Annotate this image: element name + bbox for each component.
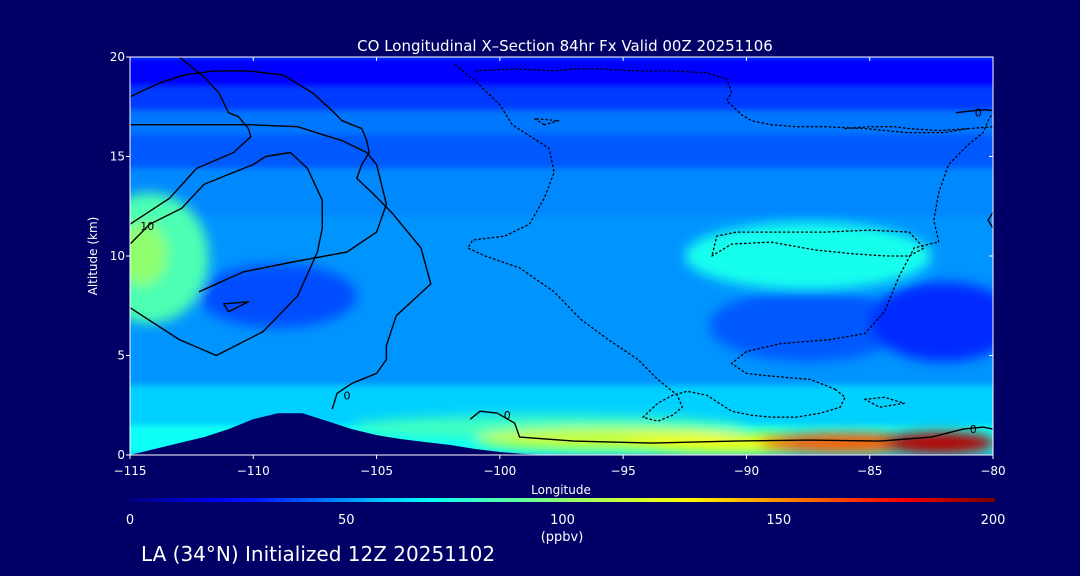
x-tick-label: −90 xyxy=(734,464,759,478)
contour-line-dotted xyxy=(844,126,969,132)
concentration-feature xyxy=(709,289,907,362)
concentration-feature xyxy=(684,222,932,290)
concentration-feature xyxy=(869,281,993,362)
y-axis-label: Altitude (km) xyxy=(86,217,100,296)
colorbar: 0 50 100 150 200 (ppbv) xyxy=(126,498,1006,545)
x-axis: −115 −110 −105 −100 −95 −90 −85 −80 xyxy=(114,57,1006,478)
concentration-features xyxy=(130,192,993,455)
concentration-feature xyxy=(130,222,167,286)
contour-line-dotted xyxy=(864,396,905,408)
contour-line-solid xyxy=(223,301,250,313)
y-tick-label: 20 xyxy=(110,50,125,64)
contour-line-solid xyxy=(130,151,323,357)
y-tick-label: 15 xyxy=(110,150,125,164)
concentration-band xyxy=(130,110,993,135)
contour-line-solid xyxy=(130,70,432,410)
x-tick-label: −115 xyxy=(114,464,147,478)
concentration-band xyxy=(130,86,993,111)
x-axis-label: Longitude xyxy=(531,483,591,497)
contour-line-dotted xyxy=(711,229,926,257)
contour-line-solid xyxy=(469,410,993,444)
contour-label: 0 xyxy=(504,409,511,422)
y-tick-label: 10 xyxy=(110,249,125,263)
concentration-band xyxy=(130,57,993,87)
contour-line-dotted xyxy=(730,112,993,390)
concentration-feature xyxy=(882,432,993,455)
chart-title: CO Longitudinal X–Section 84hr Fx Valid … xyxy=(357,37,773,55)
colorbar-tick-label: 50 xyxy=(338,513,355,528)
contours xyxy=(130,57,993,444)
colorbar-tick-label: 150 xyxy=(766,513,791,528)
contour-label: 0 xyxy=(343,389,350,402)
contour-label: 0 xyxy=(975,107,982,120)
colorbar-tick-label: 100 xyxy=(550,513,575,528)
contour-line-solid xyxy=(130,124,388,293)
contour-labels: 10 0 0 0 0 xyxy=(140,107,981,436)
y-tick-label: 0 xyxy=(117,448,125,462)
colorbar-gradient xyxy=(130,498,995,502)
x-tick-label: −85 xyxy=(857,464,882,478)
x-tick-label: −100 xyxy=(483,464,516,478)
terrain xyxy=(130,413,993,455)
contour-label: 0 xyxy=(970,423,977,436)
colorbar-tick-label: 200 xyxy=(981,513,1006,528)
x-tick-label: −80 xyxy=(980,464,1005,478)
contour-line-dotted xyxy=(534,118,560,126)
plot-area: 10 0 0 0 0 xyxy=(130,57,993,455)
concentration-band xyxy=(130,168,993,217)
y-axis: 0 5 10 15 20 xyxy=(110,50,993,462)
y-tick-label: 5 xyxy=(117,349,125,363)
x-tick-label: −110 xyxy=(237,464,270,478)
contour-line-solid xyxy=(987,211,993,229)
x-tick-label: −95 xyxy=(610,464,635,478)
contour-line-dotted xyxy=(474,68,993,134)
x-tick-label: −105 xyxy=(360,464,393,478)
colorbar-units: (ppbv) xyxy=(541,530,584,545)
colorbar-tick-label: 0 xyxy=(126,513,134,528)
footer-caption: LA (34°N) Initialized 12Z 20251102 xyxy=(141,542,495,566)
concentration-feature xyxy=(199,263,357,328)
contour-label: 10 xyxy=(140,220,154,233)
terrain-profile xyxy=(130,413,993,455)
concentration-band xyxy=(130,134,993,169)
contour-line-solid xyxy=(955,109,993,114)
contour-line-solid xyxy=(130,57,252,225)
concentration-feature xyxy=(758,433,932,454)
